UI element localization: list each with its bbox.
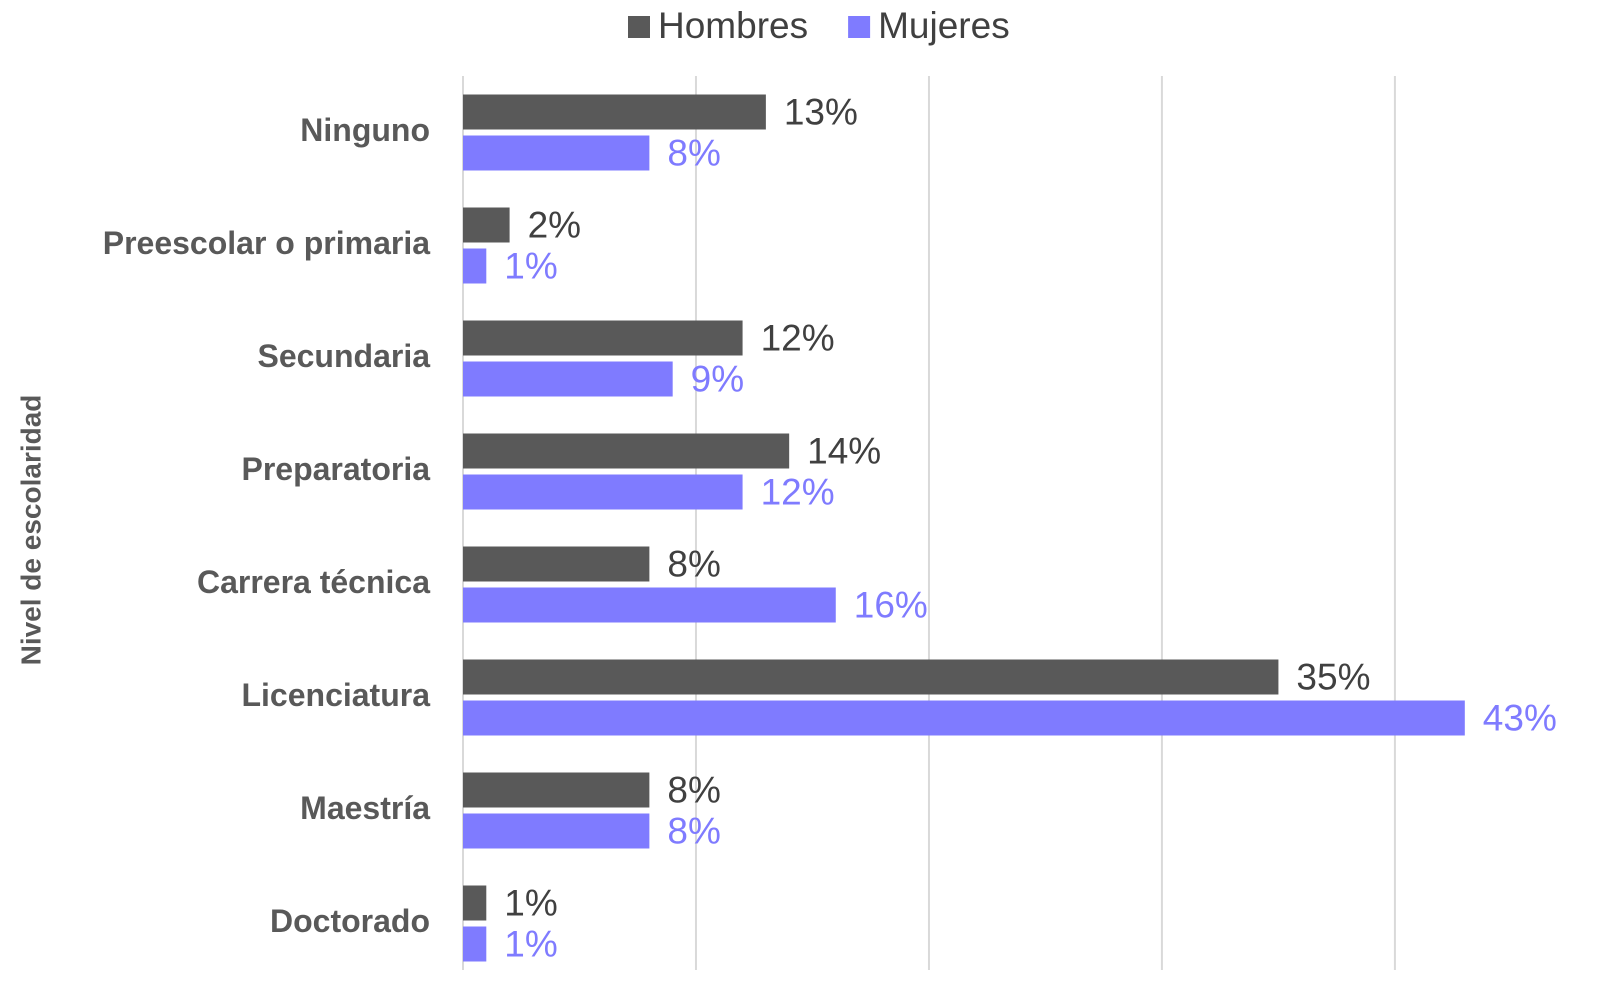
value-label: 16% [854, 584, 928, 625]
bar [463, 361, 673, 397]
legend-label: Mujeres [878, 5, 1010, 46]
bar [463, 433, 790, 469]
value-label: 35% [1296, 656, 1370, 697]
value-label: 8% [667, 810, 720, 851]
category-label: Doctorado [270, 903, 430, 939]
value-label: 9% [691, 358, 744, 399]
bar [463, 546, 650, 582]
category-label: Licenciatura [241, 677, 430, 713]
value-label: 2% [528, 204, 581, 245]
category-label: Preparatoria [241, 451, 430, 487]
bar [463, 207, 510, 243]
category-label: Preescolar o primaria [103, 225, 430, 261]
y-axis-title: Nivel de escolaridad [15, 395, 46, 666]
value-label: 12% [761, 317, 835, 358]
bar [463, 659, 1279, 695]
value-label: 8% [667, 132, 720, 173]
value-label: 13% [784, 91, 858, 132]
value-label: 1% [504, 245, 557, 286]
category-label: Carrera técnica [197, 564, 430, 600]
legend-label: Hombres [658, 5, 808, 46]
bar [463, 885, 487, 921]
bar [463, 248, 487, 284]
category-label: Ninguno [300, 112, 430, 148]
value-label: 8% [667, 769, 720, 810]
value-label: 8% [667, 543, 720, 584]
bar [463, 926, 487, 962]
value-label: 1% [504, 923, 557, 964]
bar [463, 700, 1465, 736]
value-label: 14% [807, 430, 881, 471]
bar [463, 587, 836, 623]
legend-swatch [628, 16, 650, 38]
value-label: 12% [761, 471, 835, 512]
legend-swatch [848, 16, 871, 38]
category-label: Secundaria [257, 338, 430, 374]
bar [463, 320, 743, 356]
bar [463, 135, 650, 171]
bar [463, 474, 743, 510]
category-label: Maestría [300, 790, 430, 826]
bar [463, 772, 650, 808]
value-label: 43% [1483, 697, 1557, 738]
bar [463, 813, 650, 849]
bar [463, 94, 766, 130]
value-label: 1% [504, 882, 557, 923]
